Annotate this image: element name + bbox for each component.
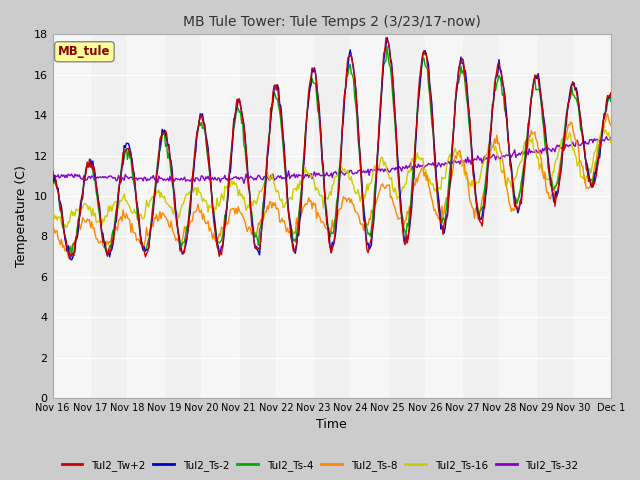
Title: MB Tule Tower: Tule Temps 2 (3/23/17-now): MB Tule Tower: Tule Temps 2 (3/23/17-now… (183, 15, 481, 29)
Bar (499, 35, 536, 398)
Bar (276, 35, 313, 398)
Bar (573, 35, 611, 398)
Bar (52, 35, 90, 398)
Text: MB_tule: MB_tule (58, 45, 111, 58)
Bar (202, 35, 239, 398)
Bar (350, 35, 388, 398)
Legend: Tul2_Tw+2, Tul2_Ts-2, Tul2_Ts-4, Tul2_Ts-8, Tul2_Ts-16, Tul2_Ts-32: Tul2_Tw+2, Tul2_Ts-2, Tul2_Ts-4, Tul2_Ts… (58, 456, 582, 475)
Y-axis label: Temperature (C): Temperature (C) (15, 165, 28, 267)
Bar (425, 35, 462, 398)
X-axis label: Time: Time (316, 419, 347, 432)
Bar (127, 35, 164, 398)
